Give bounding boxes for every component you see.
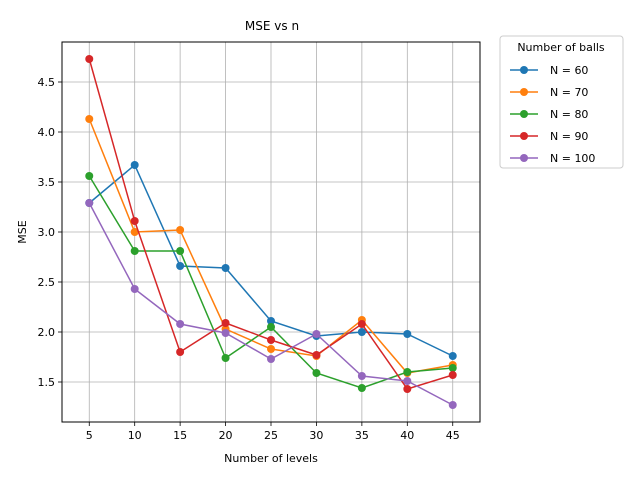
legend-swatch-marker [520,110,528,118]
legend-swatch-marker [520,132,528,140]
data-point [267,323,275,331]
chart-title: MSE vs n [245,19,299,33]
legend-title: Number of balls [517,41,605,54]
data-point [85,172,94,180]
legend-swatch-marker [520,154,528,162]
legend-item: N = 90 [510,130,588,143]
data-point [130,161,139,169]
legend-label: N = 90 [550,130,588,143]
x-axis-label: Number of levels [224,452,318,465]
data-point [267,317,275,325]
legend-item: N = 80 [510,108,588,121]
y-tick-label: 1.5 [38,376,56,389]
y-tick-label: 3.0 [38,226,56,239]
data-point [448,364,457,372]
legend-item: N = 70 [510,86,588,99]
x-tick-label: 40 [400,429,414,442]
data-point [176,320,185,328]
data-point [357,384,366,392]
legend-swatch-marker [520,66,528,74]
data-point [312,351,321,359]
x-axis: 5 10 15 20 25 30 35 40 45 [86,422,460,442]
series-3 [85,55,457,393]
data-point [403,368,412,376]
legend-swatch-marker [520,88,528,96]
x-tick-label: 35 [355,429,369,442]
x-tick-label: 25 [264,429,278,442]
data-point [130,285,139,293]
data-point [85,115,94,123]
x-tick-label: 30 [309,429,323,442]
legend: Number of balls N = 60 N = 70 N = 80 N = 90… [499,35,624,169]
data-point [130,247,139,255]
data-point [448,371,457,379]
x-tick-label: 10 [128,429,142,442]
legend-label: N = 100 [550,152,595,165]
data-point [357,328,366,336]
data-point [267,355,275,363]
series-4 [85,199,457,409]
series-2 [85,172,457,392]
data-point [176,262,185,270]
y-tick-label: 2.0 [38,326,56,339]
y-tick-label: 2.5 [38,276,56,289]
data-point [176,247,185,255]
x-tick-label: 15 [173,429,187,442]
data-point [448,352,457,360]
legend-label: N = 80 [550,108,588,121]
data-point [130,217,139,225]
data-point [85,55,94,63]
legend-box [499,35,624,169]
data-point [85,199,94,207]
data-point [403,377,412,385]
data-point [267,336,275,344]
series-layer [85,55,457,409]
legend-label: N = 60 [550,64,588,77]
data-point [357,372,366,380]
y-tick-label: 4.5 [38,76,56,89]
data-point [312,369,321,377]
legend-item: N = 100 [510,152,595,165]
data-point [403,385,412,393]
x-tick-label: 45 [446,429,460,442]
data-point [403,330,412,338]
data-point [221,319,230,327]
data-point [176,348,185,356]
legend-items: N = 60 N = 70 N = 80 N = 90 N = 100 [510,64,595,165]
data-point [312,330,321,338]
y-tick-label: 3.5 [38,176,56,189]
data-point [357,320,366,328]
data-point [221,329,230,337]
data-point [176,226,185,234]
y-tick-label: 4.0 [38,126,56,139]
data-point [448,401,457,409]
data-point [267,345,275,353]
legend-item: N = 60 [510,64,588,77]
y-axis-label: MSE [16,220,29,243]
data-point [221,264,230,272]
data-point [130,228,139,236]
legend-label: N = 70 [550,86,588,99]
data-point [221,354,230,362]
x-tick-label: 20 [219,429,233,442]
y-axis: 1.5 2.0 2.5 3.0 3.5 4.0 4.5 [38,76,62,389]
x-tick-label: 5 [86,429,93,442]
